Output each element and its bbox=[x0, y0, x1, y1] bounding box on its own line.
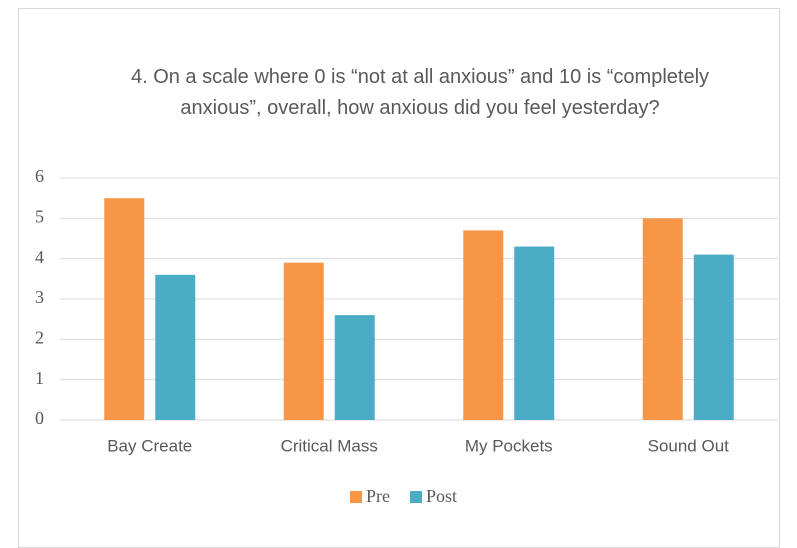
bar bbox=[283, 262, 324, 420]
y-tick-label: 4 bbox=[35, 247, 44, 267]
y-tick-label: 1 bbox=[35, 368, 44, 388]
bar bbox=[642, 218, 683, 420]
y-tick-label: 3 bbox=[35, 287, 44, 307]
y-tick-label: 6 bbox=[35, 166, 44, 186]
bar bbox=[104, 198, 145, 420]
x-tick-label: Sound Out bbox=[648, 436, 730, 455]
bar bbox=[463, 230, 504, 420]
bar bbox=[514, 246, 555, 420]
chart: 0 1 2 3 4 5 6 Bay Create Critical Mass My Pockets… bbox=[35, 166, 778, 506]
x-tick-label: Critical Mass bbox=[281, 436, 378, 455]
bar bbox=[693, 254, 734, 420]
y-tick-label: 2 bbox=[35, 327, 44, 347]
legend-label: Pre bbox=[366, 486, 390, 506]
x-tick-label: Bay Create bbox=[107, 436, 192, 455]
legend-label: Post bbox=[426, 486, 457, 506]
y-tick-label: 5 bbox=[35, 206, 44, 226]
x-tick-label: My Pockets bbox=[465, 436, 553, 455]
legend-swatch bbox=[410, 491, 422, 503]
bar bbox=[334, 315, 375, 420]
legend-swatch bbox=[350, 491, 362, 503]
page: 4. On a scale where 0 is “not at all anx… bbox=[18, 8, 780, 548]
bar bbox=[155, 274, 196, 420]
y-tick-label: 0 bbox=[35, 408, 44, 428]
chart-title: 4. On a scale where 0 is “not at all anx… bbox=[130, 66, 710, 119]
